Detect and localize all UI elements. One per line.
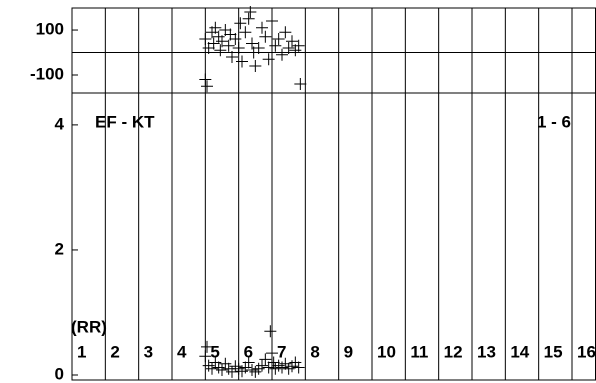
x-tick-label: 5 <box>210 342 219 361</box>
x-tick-label: 12 <box>444 342 463 361</box>
point <box>229 33 242 46</box>
x-tick-label: 15 <box>544 342 563 361</box>
point <box>239 26 252 39</box>
x-tick-label: 3 <box>144 342 153 361</box>
point <box>262 53 275 66</box>
x-tick-label: 9 <box>344 342 353 361</box>
point <box>226 365 238 378</box>
point <box>256 359 268 372</box>
point <box>216 363 228 376</box>
x-tick-label: 2 <box>110 342 119 361</box>
point <box>249 365 262 378</box>
point <box>276 48 288 61</box>
point <box>279 26 292 39</box>
x-tick-label: 13 <box>477 342 496 361</box>
point <box>232 362 245 375</box>
point <box>242 12 255 25</box>
point <box>226 51 238 64</box>
point <box>272 33 285 46</box>
x-tick-label: 7 <box>277 342 286 361</box>
y-tick-label: 0 <box>55 364 64 383</box>
point <box>266 15 278 28</box>
point <box>269 362 282 375</box>
point <box>206 362 218 375</box>
y-tick-label: 2 <box>55 239 64 258</box>
x-tick-label: 4 <box>177 342 187 361</box>
point <box>246 37 258 50</box>
point <box>216 35 228 48</box>
point <box>252 362 265 375</box>
point <box>246 363 258 376</box>
point <box>212 361 225 374</box>
point <box>267 356 280 369</box>
point <box>229 360 242 373</box>
panel-frame <box>71 7 596 94</box>
point <box>222 39 235 52</box>
x-tick-label: 6 <box>244 342 253 361</box>
point <box>242 356 255 369</box>
point <box>209 356 222 369</box>
point <box>266 347 278 360</box>
x-tick-label: 16 <box>577 342 596 361</box>
point <box>219 357 232 370</box>
point <box>209 21 222 34</box>
y-tick-label: 4 <box>55 114 65 133</box>
point <box>234 17 247 30</box>
point <box>282 42 295 55</box>
point <box>269 39 282 52</box>
point <box>259 30 272 43</box>
panel-frame <box>71 92 596 381</box>
point <box>201 340 213 353</box>
x-tick-label: 8 <box>310 342 319 361</box>
point <box>292 39 305 52</box>
x-tick-label: 11 <box>410 342 428 361</box>
point <box>239 361 252 374</box>
x-tick-label: 1 <box>77 342 86 361</box>
point <box>201 80 213 93</box>
point <box>214 44 227 57</box>
x-axis-label: (RR) <box>71 317 107 336</box>
point <box>272 359 285 372</box>
point <box>244 6 257 19</box>
point <box>199 73 212 86</box>
point <box>207 37 220 50</box>
point <box>232 42 245 55</box>
point <box>259 353 272 366</box>
chart-title: EF - KT <box>95 112 155 131</box>
point <box>247 46 260 59</box>
point <box>199 33 212 46</box>
point <box>249 60 262 73</box>
point <box>289 356 302 369</box>
point <box>286 35 298 48</box>
point <box>262 361 275 374</box>
chart-subtitle: 1 - 6 <box>537 112 571 131</box>
y-tick-label: -100 <box>30 64 64 83</box>
point <box>264 325 277 338</box>
point <box>282 362 295 375</box>
x-tick-label: 14 <box>510 342 529 361</box>
y-tick-label: 100 <box>36 20 64 39</box>
point <box>256 21 268 34</box>
point <box>202 359 215 372</box>
point <box>294 78 307 91</box>
point <box>236 55 248 68</box>
point <box>292 361 305 374</box>
point <box>279 357 292 370</box>
point <box>199 350 212 363</box>
x-tick-label: 10 <box>377 342 396 361</box>
